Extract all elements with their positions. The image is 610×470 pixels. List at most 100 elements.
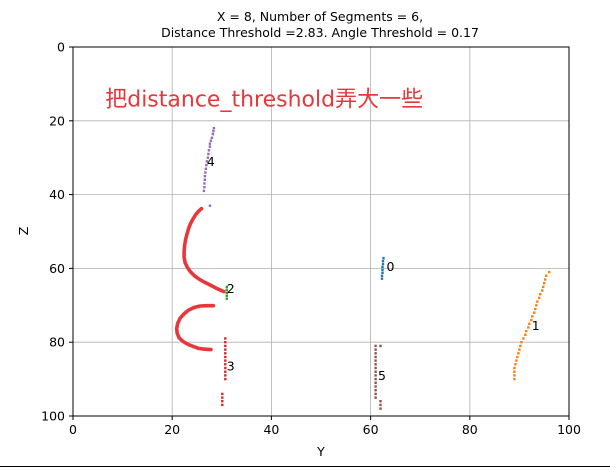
- y-tick-label: 40: [49, 187, 65, 202]
- y-axis-ticks: 0 20 40 60 80 100: [41, 40, 73, 424]
- data-point-seg-3: [221, 392, 224, 396]
- segment-labels: 0 1 2 3 4 5: [207, 154, 540, 383]
- data-point-seg-5: [374, 355, 377, 359]
- data-point-seg-5: [374, 348, 377, 351]
- data-point-seg-4: [212, 129, 215, 133]
- data-point-seg-5: [374, 385, 377, 388]
- data-point-seg-0: [381, 271, 384, 274]
- data-point-seg-4: [203, 186, 206, 189]
- y-tick-label: 60: [49, 261, 65, 276]
- red-curve-upper: [182, 206, 226, 294]
- plot-frame: [72, 46, 570, 417]
- data-point-seg-3: [224, 377, 227, 381]
- red-curves: [174, 206, 226, 352]
- data-point-seg-5: [374, 370, 377, 373]
- data-point-seg-1: [527, 326, 530, 329]
- data-point-seg-1: [528, 322, 531, 325]
- data-point-seg-2: [225, 297, 228, 300]
- data-point-seg-1: [536, 300, 539, 303]
- data-point-seg-1: [524, 333, 527, 336]
- data-point-seg-4: [212, 127, 216, 130]
- segment-label-0: 0: [386, 259, 394, 274]
- data-point-seg-4: [203, 175, 207, 178]
- y-tick-label: 20: [49, 113, 65, 128]
- x-tick-label: 80: [462, 422, 478, 437]
- x-tick-label: 40: [263, 422, 279, 437]
- data-point-seg-4: [208, 145, 212, 148]
- data-point-seg-1: [535, 304, 538, 307]
- data-point-seg-1: [531, 315, 534, 318]
- data-point-seg-4: [203, 182, 206, 185]
- x-tick-label: 0: [69, 422, 77, 437]
- data-point-seg-5: [374, 374, 377, 377]
- data-point-seg-1: [522, 337, 525, 340]
- data-points: [202, 127, 551, 410]
- data-point-seg-3: [224, 370, 227, 373]
- data-point-seg-5: [374, 359, 377, 362]
- data-point-seg-1: [533, 311, 536, 314]
- data-point-seg-4: [206, 156, 210, 159]
- data-point-seg-5: [379, 400, 382, 403]
- data-point-seg-0: [380, 277, 384, 280]
- data-point-seg-3: [224, 355, 227, 359]
- data-point-seg-5: [374, 344, 377, 348]
- data-point-seg-3: [221, 400, 224, 403]
- data-point-seg-5: [374, 396, 377, 399]
- data-point-seg-0: [381, 268, 384, 272]
- data-point-seg-4: [203, 178, 207, 181]
- data-point-seg-4: [205, 163, 208, 167]
- data-point-seg-3: [224, 337, 227, 340]
- data-point-seg-1: [517, 352, 520, 355]
- data-point-seg-3: [224, 344, 227, 348]
- data-point-seg-1: [534, 307, 537, 311]
- data-point-seg-3: [221, 403, 224, 407]
- data-point-seg-3: [221, 396, 224, 399]
- chart-title-line-1: X = 8, Number of Segments = 6,: [217, 9, 423, 24]
- data-point-seg-1: [539, 293, 542, 296]
- data-point-seg-1: [513, 377, 516, 381]
- data-point-seg-5: [374, 366, 377, 370]
- y-tick-label: 0: [57, 40, 65, 55]
- data-point-seg-4: [207, 149, 211, 152]
- chart-annotation: 把distance_threshold弄大一些: [105, 88, 423, 113]
- data-point-seg-3: [224, 366, 227, 370]
- data-point-seg-0: [381, 265, 384, 269]
- x-tick-label: 60: [363, 422, 379, 437]
- data-point-seg-5: [374, 363, 377, 366]
- data-point-seg-5: [379, 344, 382, 348]
- data-point-seg-5: [374, 377, 377, 381]
- x-axis-label: Y: [316, 444, 325, 459]
- data-point-seg-3: [224, 359, 227, 362]
- y-tick-label: 80: [49, 335, 65, 350]
- data-point-seg-2: [225, 291, 228, 294]
- data-point-seg-4: [208, 142, 212, 145]
- bottom-border: [0, 466, 610, 467]
- data-point-seg-4: [208, 204, 212, 207]
- segment-label-4: 4: [207, 154, 215, 169]
- data-point-seg-1: [545, 274, 548, 277]
- data-point-seg-5: [374, 352, 377, 355]
- segment-label-5: 5: [378, 368, 386, 383]
- data-point-seg-3: [224, 341, 227, 344]
- data-point-seg-4: [204, 167, 208, 170]
- data-point-seg-5: [374, 389, 377, 392]
- data-point-seg-1: [515, 359, 518, 362]
- data-point-seg-1: [519, 344, 522, 348]
- data-point-seg-1: [516, 355, 519, 359]
- data-point-seg-4: [207, 152, 210, 156]
- data-point-seg-1: [513, 374, 516, 377]
- data-point-seg-4: [210, 136, 214, 139]
- data-point-seg-1: [513, 366, 516, 370]
- chart-title-line-2: Distance Threshold =2.83. Angle Threshol…: [161, 25, 479, 40]
- data-point-seg-3: [224, 352, 227, 355]
- data-point-seg-5: [379, 407, 382, 410]
- data-point-seg-1: [525, 329, 528, 333]
- data-point-seg-2: [225, 285, 228, 289]
- data-point-seg-5: [374, 392, 377, 396]
- segment-label-3: 3: [227, 359, 235, 374]
- data-point-seg-1: [542, 285, 545, 289]
- data-point-seg-1: [514, 363, 517, 366]
- data-point-seg-5: [379, 403, 382, 407]
- data-point-seg-0: [380, 274, 384, 277]
- data-point-seg-1: [520, 341, 523, 344]
